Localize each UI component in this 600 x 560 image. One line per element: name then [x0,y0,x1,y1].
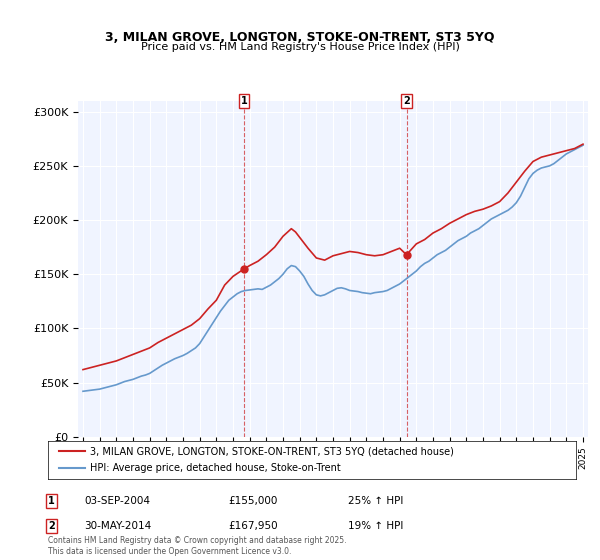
Text: 1: 1 [241,96,248,106]
Text: HPI: Average price, detached house, Stoke-on-Trent: HPI: Average price, detached house, Stok… [90,463,341,473]
Text: Price paid vs. HM Land Registry's House Price Index (HPI): Price paid vs. HM Land Registry's House … [140,42,460,52]
Text: Contains HM Land Registry data © Crown copyright and database right 2025.
This d: Contains HM Land Registry data © Crown c… [48,536,347,556]
Text: 2: 2 [48,521,55,531]
Text: 2: 2 [403,96,410,106]
Text: 3, MILAN GROVE, LONGTON, STOKE-ON-TRENT, ST3 5YQ (detached house): 3, MILAN GROVE, LONGTON, STOKE-ON-TRENT,… [90,446,454,456]
Text: 1: 1 [48,496,55,506]
Text: 3, MILAN GROVE, LONGTON, STOKE-ON-TRENT, ST3 5YQ: 3, MILAN GROVE, LONGTON, STOKE-ON-TRENT,… [105,31,495,44]
Text: £155,000: £155,000 [228,496,277,506]
Text: 03-SEP-2004: 03-SEP-2004 [84,496,150,506]
Text: 30-MAY-2014: 30-MAY-2014 [84,521,151,531]
Text: 25% ↑ HPI: 25% ↑ HPI [348,496,403,506]
Text: £167,950: £167,950 [228,521,278,531]
Text: 19% ↑ HPI: 19% ↑ HPI [348,521,403,531]
